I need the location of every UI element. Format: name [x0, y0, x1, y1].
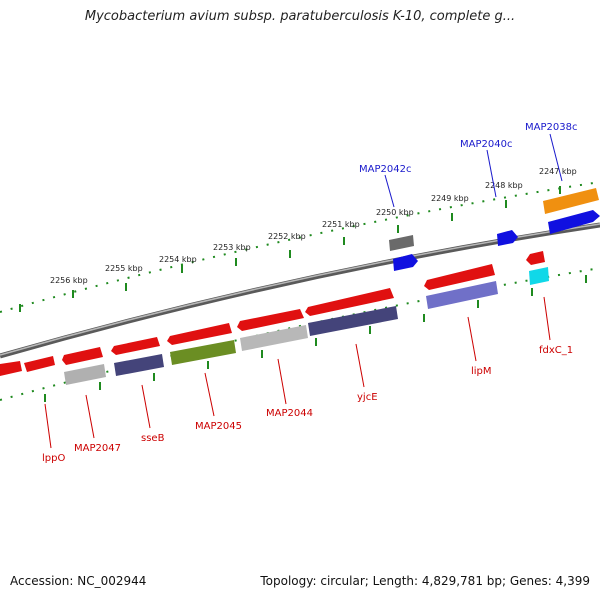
- outer-major-ticks: [19, 186, 561, 312]
- scale-label: 2252 kbp: [268, 232, 306, 241]
- gene-label-map2042c[interactable]: MAP2042c: [359, 164, 411, 175]
- gene-label-lipm[interactable]: lipM: [471, 366, 492, 377]
- gene-block[interactable]: [240, 325, 308, 351]
- gene-arrow[interactable]: [497, 230, 518, 246]
- topology-text: Topology: circular; Length: 4,829,781 bp…: [260, 574, 590, 588]
- blue-callout-lines: [384, 133, 563, 208]
- gene-block[interactable]: [114, 354, 164, 376]
- gene-arrow[interactable]: [389, 235, 414, 251]
- reverse-genes: [64, 267, 549, 385]
- gene-block[interactable]: [426, 281, 498, 309]
- gene-arrow[interactable]: [305, 288, 394, 316]
- scale-label: 2250 kbp: [376, 208, 414, 217]
- inner-major-ticks: [44, 275, 587, 402]
- map-title: Mycobacterium avium subsp. paratuberculo…: [84, 9, 516, 24]
- scale-label: 2253 kbp: [213, 243, 251, 252]
- forward-genes: [0, 188, 600, 376]
- scale-label: 2249 kbp: [431, 194, 469, 203]
- gene-label-map2047[interactable]: MAP2047: [74, 443, 121, 454]
- gene-block[interactable]: [529, 267, 549, 285]
- scale-label: 2248 kbp: [485, 181, 523, 190]
- gene-block[interactable]: [170, 340, 236, 365]
- scale-labels: 2256 kbp 2255 kbp 2254 kbp 2253 kbp 2252…: [50, 167, 577, 285]
- red-callout-lines: [44, 296, 551, 449]
- gene-label-sseb[interactable]: sseB: [141, 433, 165, 444]
- gene-label-lppo[interactable]: lppO: [42, 453, 65, 464]
- scale-label: 2247 kbp: [539, 167, 577, 176]
- gene-label-map2040c[interactable]: MAP2040c: [460, 139, 512, 150]
- gene-label-map2044[interactable]: MAP2044: [266, 408, 313, 419]
- gene-block[interactable]: [64, 364, 106, 385]
- outer-tick-track: [0, 181, 600, 313]
- accession-text: Accession: NC_002944: [10, 574, 147, 588]
- gene-arrow[interactable]: [24, 356, 55, 372]
- inner-tick-track: [0, 267, 600, 401]
- scale-label: 2256 kbp: [50, 276, 88, 285]
- gene-arrow[interactable]: [0, 361, 22, 376]
- gene-arrow[interactable]: [526, 251, 545, 265]
- gene-label-map2038c[interactable]: MAP2038c: [525, 122, 577, 133]
- gene-label-fdxc-1[interactable]: fdxC_1: [539, 345, 573, 356]
- gene-label-map2045[interactable]: MAP2045: [195, 421, 242, 432]
- scale-label: 2255 kbp: [105, 264, 143, 273]
- gene-arrow[interactable]: [62, 347, 103, 365]
- gene-arrow[interactable]: [237, 309, 304, 331]
- gene-arrow[interactable]: [548, 210, 600, 234]
- gene-arrow[interactable]: [543, 188, 599, 214]
- gene-arrow[interactable]: [111, 337, 160, 355]
- gene-arrow[interactable]: [167, 323, 232, 345]
- gene-arrow[interactable]: [393, 254, 418, 271]
- scale-label: 2251 kbp: [322, 220, 360, 229]
- gene-block[interactable]: [308, 306, 398, 336]
- gene-arrow[interactable]: [424, 264, 495, 290]
- scale-label: 2254 kbp: [159, 255, 197, 264]
- gene-label-yjce[interactable]: yjcE: [357, 392, 378, 403]
